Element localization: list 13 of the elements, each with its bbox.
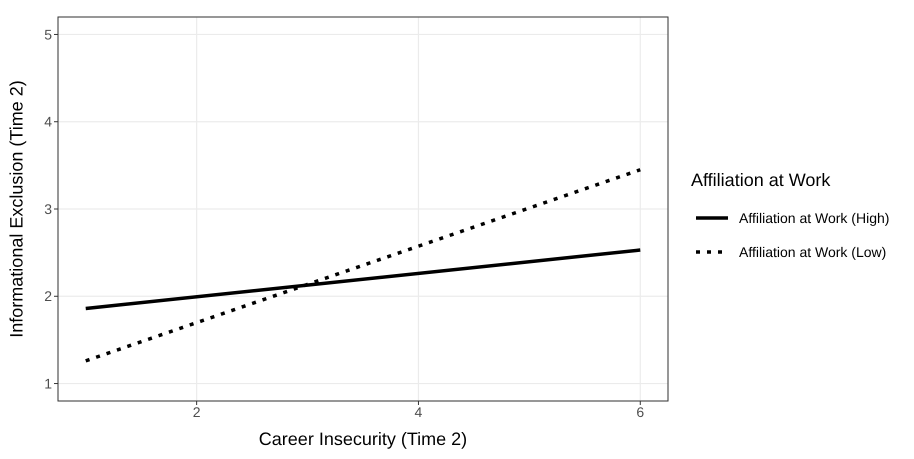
x-tick-label: 6	[636, 404, 644, 420]
y-tick-label: 3	[44, 200, 52, 217]
legend-label: Affiliation at Work (Low)	[739, 244, 886, 260]
y-tick-label: 1	[44, 376, 52, 392]
legend-title: Affiliation at Work	[691, 170, 832, 191]
y-axis-title: Informational Exclusion (Time 2)	[6, 80, 26, 338]
legend-label: Affiliation at Work (High)	[739, 210, 890, 226]
x-tick-label: 2	[192, 404, 201, 420]
x-axis-title: Career Insecurity (Time 2)	[258, 429, 468, 449]
y-tick-label: 5	[44, 26, 52, 42]
x-tick-label: 4	[414, 404, 423, 420]
y-tick-label: 2	[44, 288, 52, 304]
y-tick-label: 4	[44, 114, 52, 130]
